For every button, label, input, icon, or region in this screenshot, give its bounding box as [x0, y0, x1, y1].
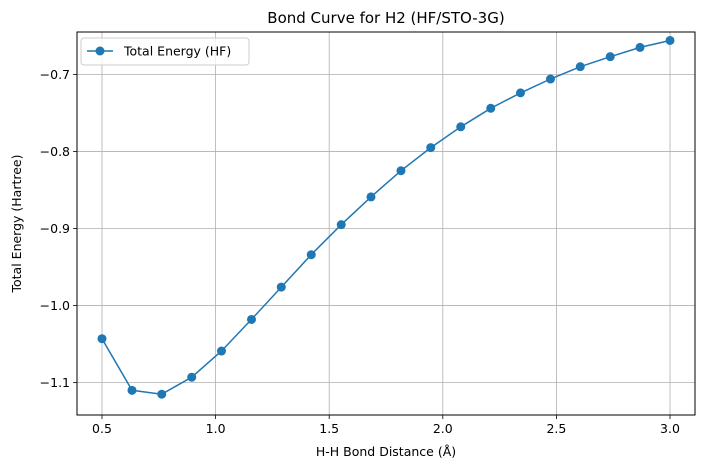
- y-tick-label: −1.1: [40, 375, 70, 390]
- data-point: [456, 122, 466, 132]
- series-line: [101, 39, 671, 395]
- y-axis: −1.1 −1.0 −0.9 −0.8 −0.7: [40, 67, 77, 390]
- data-point: [306, 250, 316, 260]
- legend-label: Total Energy (HF): [123, 44, 231, 59]
- data-point: [336, 220, 346, 230]
- data-point: [486, 103, 496, 113]
- data-point: [97, 334, 107, 344]
- y-tick-label: −0.9: [40, 221, 70, 236]
- data-point: [426, 143, 436, 153]
- data-point: [516, 88, 526, 98]
- x-tick-label: 2.5: [546, 421, 566, 436]
- series-layer: [97, 35, 675, 399]
- legend-box: [80, 37, 250, 66]
- data-point: [665, 35, 675, 45]
- chart-title: Bond Curve for H2 (HF/STO-3G): [267, 9, 504, 27]
- data-point: [217, 346, 227, 356]
- y-tick-label: −1.0: [40, 298, 70, 313]
- legend-marker: [95, 46, 105, 56]
- plot-frame: [76, 31, 696, 416]
- data-point: [575, 62, 585, 72]
- y-tick-label: −0.8: [40, 144, 70, 159]
- data-point: [396, 166, 406, 176]
- x-axis: 0.5 1.0 1.5 2.0 2.5 3.0: [92, 415, 680, 436]
- y-axis-label: Total Energy (Hartree): [9, 154, 24, 293]
- data-point: [366, 192, 376, 202]
- x-tick-label: 2.0: [433, 421, 453, 436]
- legend: Total Energy (HF): [80, 37, 250, 66]
- x-tick-label: 1.0: [206, 421, 226, 436]
- grid: [77, 32, 695, 415]
- data-point: [635, 42, 645, 52]
- data-point: [246, 314, 256, 324]
- y-tick-label: −0.7: [40, 67, 70, 82]
- data-point: [276, 282, 286, 292]
- data-point: [605, 52, 615, 62]
- data-point: [157, 389, 167, 399]
- data-point: [187, 372, 197, 382]
- x-tick-label: 3.0: [660, 421, 680, 436]
- data-point: [545, 74, 555, 84]
- x-tick-label: 1.5: [319, 421, 339, 436]
- data-point: [127, 385, 137, 395]
- x-axis-label: H-H Bond Distance (Å): [316, 444, 456, 459]
- x-tick-label: 0.5: [92, 421, 112, 436]
